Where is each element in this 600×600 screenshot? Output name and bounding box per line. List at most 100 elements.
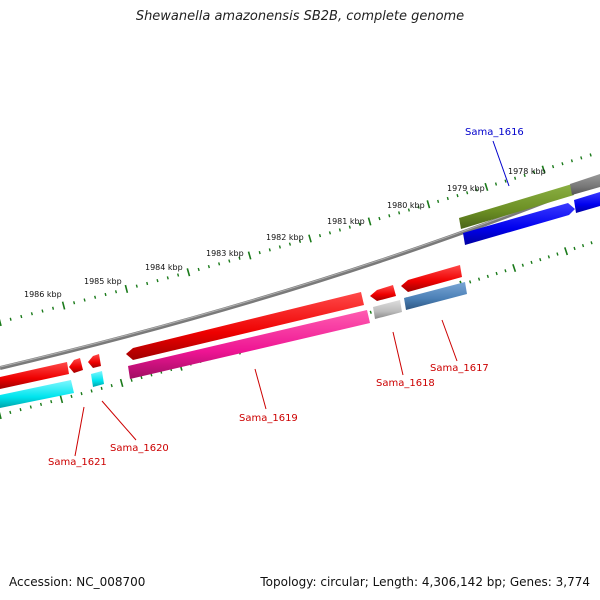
scale-tick-minor <box>378 216 381 221</box>
scale-tick-minor <box>590 241 593 245</box>
scale-tick-major <box>186 268 191 277</box>
scale-tick-minor <box>73 301 76 305</box>
scale-tick-minor <box>238 256 241 260</box>
scale-tick-minor <box>50 400 53 404</box>
scale-tick-minor <box>504 269 507 273</box>
feature-steel-block <box>404 282 467 310</box>
feature-sama-1619[interactable] <box>126 292 364 360</box>
gene-callouts <box>74 140 510 457</box>
scale-label-1978: 1978 kbp <box>508 167 546 176</box>
scale-tick-minor <box>166 276 169 280</box>
scale-tick-minor <box>589 153 592 157</box>
scale-tick-minor <box>52 306 55 310</box>
scale-tick-minor <box>477 277 481 281</box>
feature-sama-1618[interactable] <box>370 285 396 301</box>
scale-tick-minor <box>140 375 143 380</box>
scale-tick-minor <box>278 245 281 249</box>
feature-sama-1621[interactable] <box>69 358 83 373</box>
secondary-features <box>0 282 467 408</box>
scale-tick-major <box>0 318 2 327</box>
scale-tick-minor <box>358 222 361 226</box>
feature-magenta-block <box>128 310 370 379</box>
map-title: Shewanella amazonensis SB2B, complete ge… <box>135 9 465 24</box>
scale-tick-minor <box>104 292 107 297</box>
scale-tick-minor <box>318 234 322 238</box>
scale-tick-minor <box>407 208 410 212</box>
scale-tick-minor <box>328 231 332 235</box>
scale-label-1980: 1980 kbp <box>387 201 425 210</box>
feature-cyan-left <box>0 380 74 408</box>
scale-tick-minor <box>29 405 32 409</box>
scale-label-1981: 1981 kbp <box>327 217 365 226</box>
leader-sama-1620 <box>101 400 137 441</box>
scale-tick-minor <box>547 255 550 259</box>
scale-tick-major <box>564 247 569 256</box>
scale-tick-minor <box>156 279 159 283</box>
scale-tick-minor <box>19 408 22 412</box>
scale-tick-major <box>124 284 129 294</box>
scale-tick-minor <box>581 243 585 248</box>
scale-tick-major <box>367 217 372 226</box>
scale-tick-minor <box>338 228 341 232</box>
feature-sama-1616[interactable] <box>463 203 575 245</box>
scale-tick-minor <box>80 392 83 396</box>
label-sama-1621[interactable]: Sama_1621 <box>48 457 107 468</box>
scale-tick-minor <box>348 225 351 229</box>
label-sama-1618[interactable]: Sama_1618 <box>376 378 435 389</box>
label-sama-1619[interactable]: Sama_1619 <box>239 413 298 424</box>
scale-tick-minor <box>114 290 118 294</box>
scale-tick-major <box>119 378 124 388</box>
feature-blue-next[interactable] <box>574 192 600 213</box>
scale-tick-minor <box>514 176 517 180</box>
scale-tick-minor <box>475 188 478 192</box>
scale-tick-minor <box>207 265 210 269</box>
label-sama-1620[interactable]: Sama_1620 <box>110 443 169 454</box>
scale-tick-minor <box>495 271 498 276</box>
genome-summary-text: Topology: circular; Length: 4,306,142 bp… <box>260 575 590 589</box>
feature-grey-small <box>373 300 402 319</box>
scale-tick-major <box>247 251 252 260</box>
leader-sama-1616 <box>492 140 510 187</box>
scale-tick-minor <box>146 281 149 286</box>
scale-tick-minor <box>9 410 12 414</box>
leader-sama-1619 <box>254 368 267 410</box>
feature-cyan-small <box>91 371 104 387</box>
scale-tick-major <box>61 301 66 310</box>
scale-tick-minor <box>197 267 200 272</box>
scale-tick-major <box>541 165 546 174</box>
leader-sama-1618 <box>392 331 404 376</box>
scale-tick-major <box>512 263 517 273</box>
scale-label-1979: 1979 kbp <box>447 184 485 193</box>
reverse-strand-features <box>0 265 462 389</box>
scale-tick-minor <box>9 317 12 321</box>
scale-tick-minor <box>533 170 536 175</box>
scale-tick-minor <box>486 274 489 279</box>
scale-tick-minor <box>177 273 180 277</box>
scale-tick-minor <box>130 378 133 382</box>
scale-tick-minor <box>551 164 555 169</box>
scale-tick-minor <box>83 298 86 302</box>
scale-tick-minor <box>456 194 459 198</box>
accession-text: Accession: NC_008700 <box>9 575 146 589</box>
feature-sama-1620[interactable] <box>88 354 101 368</box>
feature-olive-block <box>459 184 574 229</box>
scale-tick-minor <box>573 246 576 251</box>
feature-sama-1617[interactable] <box>401 265 462 292</box>
scale-tick-major <box>426 200 431 209</box>
scale-label-1984: 1984 kbp <box>145 263 183 272</box>
scale-tick-major <box>59 394 64 404</box>
scale-tick-minor <box>20 314 23 319</box>
feature-red-left[interactable] <box>0 362 69 389</box>
scale-tick-minor <box>228 259 231 263</box>
forward-strand-features <box>459 174 600 245</box>
scale-tick-minor <box>539 257 542 262</box>
label-sama-1617[interactable]: Sama_1617 <box>430 363 489 374</box>
scale-tick-minor <box>94 295 97 299</box>
leader-sama-1617 <box>441 319 458 362</box>
scale-tick-minor <box>530 260 533 265</box>
scale-label-1982: 1982 kbp <box>266 233 304 242</box>
scale-tick-minor <box>494 182 498 186</box>
label-sama-1616[interactable]: Sama_1616 <box>465 127 524 138</box>
scale-label-1985: 1985 kbp <box>84 277 122 286</box>
